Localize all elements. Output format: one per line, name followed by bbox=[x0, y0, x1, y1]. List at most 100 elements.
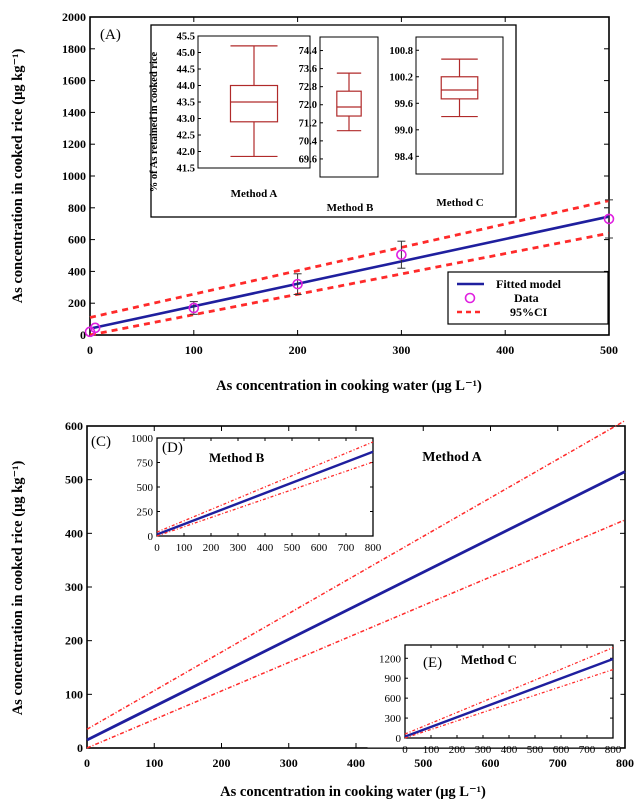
y-tick-label: 71.2 bbox=[299, 118, 317, 129]
y-tick-label: 43.0 bbox=[177, 114, 195, 125]
x-tick-label: 400 bbox=[501, 744, 518, 756]
y-tick-label: 69.6 bbox=[299, 154, 317, 165]
ci-line bbox=[89, 231, 610, 337]
chart-panel-b: (B)% of As retained in cooked rice41.542… bbox=[149, 24, 517, 218]
y-tick-label: 1600 bbox=[62, 74, 86, 88]
box-iqr bbox=[336, 90, 362, 117]
ci-line bbox=[404, 668, 614, 739]
x-tick-label: 800 bbox=[605, 744, 622, 756]
chart-panel-d: 0 250 500 750 1000 0 100 200 300 400 500 600 700 800 (… bbox=[116, 432, 382, 560]
y-tick-label: 1800 bbox=[62, 42, 86, 56]
x-tick-label: 700 bbox=[549, 756, 567, 770]
legend-label: Fitted model bbox=[496, 277, 562, 291]
x-tick-label: 800 bbox=[616, 756, 634, 770]
panel-label: (E) bbox=[423, 655, 442, 671]
x-tick-label: 700 bbox=[338, 542, 355, 554]
y-tick-label: 200 bbox=[68, 296, 86, 310]
x-tick-label: 100 bbox=[185, 343, 203, 357]
x-tick-label: 500 bbox=[527, 744, 544, 756]
y-tick-label: 2000 bbox=[62, 10, 86, 24]
y-tick-label: 100 bbox=[65, 687, 83, 701]
x-tick-label: 300 bbox=[475, 744, 492, 756]
y-tick-label: 42.0 bbox=[177, 147, 195, 158]
y-tick-label: 1000 bbox=[62, 169, 86, 183]
x-tick-label: 200 bbox=[203, 542, 220, 554]
x-tick-label: 400 bbox=[496, 343, 514, 357]
y-tick-label: 400 bbox=[65, 526, 83, 540]
x-tick-label: 500 bbox=[414, 756, 432, 770]
y-tick-label: 600 bbox=[65, 419, 83, 433]
x-tick-label: 500 bbox=[284, 542, 301, 554]
y-tick-label: 72.0 bbox=[299, 100, 317, 111]
x-tick-label: 300 bbox=[230, 542, 247, 554]
ci-line bbox=[86, 519, 626, 749]
panel-label: (A) bbox=[100, 27, 121, 43]
x-tick-label: 500 bbox=[600, 343, 618, 357]
y-tick-label: 41.5 bbox=[177, 164, 195, 175]
y-axis-label: As concentration in cooked rice (μg kg⁻¹… bbox=[10, 49, 26, 304]
y-tick-label: 74.4 bbox=[299, 46, 318, 57]
y-axis-label: % of As retained in cooked rice bbox=[149, 51, 160, 192]
y-tick-label: 44.5 bbox=[177, 65, 195, 76]
x-tick-label: 100 bbox=[176, 542, 193, 554]
data-point bbox=[89, 322, 101, 334]
y-tick-label: 750 bbox=[137, 458, 154, 470]
panel-label: (C) bbox=[91, 434, 111, 450]
ci-line bbox=[89, 199, 610, 319]
x-tick-label: 100 bbox=[145, 756, 163, 770]
ci-line bbox=[156, 441, 374, 533]
fitted-line bbox=[86, 470, 626, 742]
x-tick-label: 0 bbox=[84, 756, 90, 770]
y-tick-label: 200 bbox=[65, 634, 83, 648]
y-tick-label: 0 bbox=[77, 741, 83, 755]
y-tick-label: 0 bbox=[80, 328, 86, 342]
legend-label: Data bbox=[514, 291, 539, 305]
data-point bbox=[188, 302, 200, 314]
x-tick-label: 0 bbox=[87, 343, 93, 357]
y-tick-label: 100.2 bbox=[389, 72, 413, 83]
y-tick-label: 1400 bbox=[62, 105, 86, 119]
x-tick-label: 0 bbox=[154, 542, 160, 554]
data-point bbox=[603, 213, 615, 225]
ci-line bbox=[404, 647, 614, 735]
box-category-label: Method A bbox=[231, 188, 278, 200]
y-tick-label: 45.0 bbox=[177, 48, 195, 59]
x-tick-label: 600 bbox=[311, 542, 328, 554]
legend-data-swatch bbox=[464, 292, 476, 304]
y-tick-label: 500 bbox=[65, 473, 83, 487]
fitted-line bbox=[404, 657, 614, 738]
fitted-line bbox=[89, 215, 610, 330]
box-iqr bbox=[229, 84, 279, 123]
ci-line bbox=[156, 461, 374, 537]
y-tick-label: 300 bbox=[65, 580, 83, 594]
chart-title: Method A bbox=[422, 450, 482, 465]
x-tick-label: 600 bbox=[553, 744, 570, 756]
box-iqr bbox=[440, 76, 479, 100]
inset-title: Method C bbox=[461, 652, 517, 667]
y-tick-label: 0 bbox=[396, 733, 402, 745]
x-tick-label: 200 bbox=[289, 343, 307, 357]
x-axis-label: As concentration in cooking water (μg L⁻… bbox=[220, 784, 486, 800]
x-tick-label: 400 bbox=[257, 542, 274, 554]
x-tick-label: 0 bbox=[402, 744, 408, 756]
y-tick-label: 1000 bbox=[131, 433, 154, 445]
data-point bbox=[396, 249, 407, 261]
y-tick-label: 43.5 bbox=[177, 98, 195, 109]
panel-label: (D) bbox=[162, 440, 183, 456]
legend-label: 95%CI bbox=[510, 305, 548, 319]
data-point bbox=[292, 278, 303, 290]
chart-panel-e: 0 300 600 900 1200 0 100 200 300 400 500 600 700 800 (… bbox=[367, 642, 622, 756]
x-tick-label: 400 bbox=[347, 756, 365, 770]
box-category-label: Method B bbox=[327, 202, 374, 214]
inset-title: Method B bbox=[209, 450, 265, 465]
y-tick-label: 500 bbox=[137, 482, 154, 494]
y-tick-label: 900 bbox=[385, 673, 402, 685]
x-tick-label: 100 bbox=[423, 744, 440, 756]
y-tick-label: 99.6 bbox=[395, 99, 413, 110]
y-tick-label: 42.5 bbox=[177, 131, 195, 142]
box-category-label: Method C bbox=[436, 197, 483, 209]
x-tick-label: 200 bbox=[213, 756, 231, 770]
y-tick-label: 600 bbox=[385, 693, 402, 705]
x-tick-label: 300 bbox=[392, 343, 410, 357]
